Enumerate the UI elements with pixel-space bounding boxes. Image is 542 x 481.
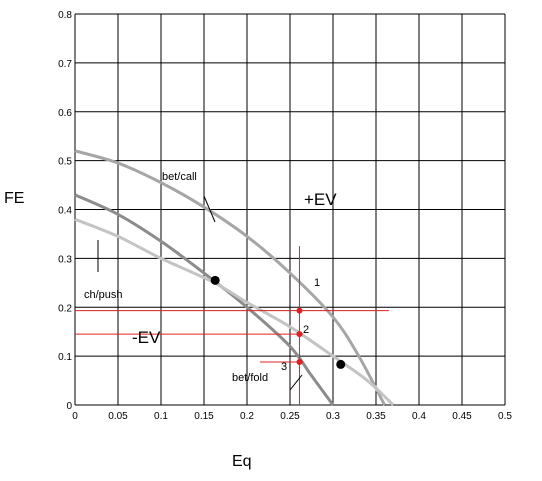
marker-5	[296, 358, 303, 365]
point-label-1: 1	[314, 277, 320, 289]
markers	[210, 275, 346, 369]
y-tick-label: 0.4	[58, 206, 72, 217]
series-line-3	[74, 217, 395, 407]
grid	[74, 13, 506, 406]
y-tick-label: 0.8	[58, 10, 72, 21]
y-tick-label: 0.7	[58, 59, 72, 70]
y-tick-label: 0.1	[58, 352, 72, 363]
bet-fold-leader	[289, 374, 303, 391]
marker-1	[210, 275, 220, 285]
x-tick-label: 0	[72, 411, 78, 422]
x-tick-label: 0.1	[154, 411, 168, 422]
marker-2	[336, 359, 346, 369]
curves	[74, 149, 395, 407]
x-tick-label: 0.35	[366, 411, 386, 422]
ch-push-label: ch/push	[84, 289, 123, 301]
x-tick-label: 0.05	[108, 411, 128, 422]
minus-ev-label: -EV	[132, 328, 161, 347]
bet-call-leader	[203, 195, 216, 223]
y-tick-label: 0.2	[58, 303, 72, 314]
plus-ev-label: +EV	[304, 190, 337, 209]
x-tick-label: 0.2	[240, 411, 254, 422]
x-tick-label: 0.45	[452, 411, 472, 422]
point-label-2: 2	[303, 324, 309, 336]
y-tick-label: 0.6	[58, 108, 72, 119]
x-tick-label: 0.5	[498, 411, 512, 422]
series-line-1	[74, 149, 386, 406]
y-tick-label: 0.5	[58, 157, 72, 168]
y-tick-label: 0.3	[58, 254, 72, 265]
x-tick-label: 0.25	[280, 411, 300, 422]
x-tick-label: 0.3	[326, 411, 340, 422]
point-label-3: 3	[281, 361, 287, 373]
marker-3	[296, 307, 303, 314]
x-tick-label: 0.4	[412, 411, 426, 422]
y-axis-title: FE	[4, 190, 24, 207]
bet-call-label: bet/call	[162, 171, 197, 183]
y-tick-labels: 0 0.1 0.2 0.3 0.4 0.5 0.6 0.7 0.8	[58, 10, 72, 412]
bet-fold-label: bet/fold	[232, 372, 268, 384]
x-tick-labels: 0 0.05 0.1 0.15 0.2 0.25 0.3 0.35 0.4 0.45 0.5	[72, 411, 512, 422]
x-tick-label: 0.15	[194, 411, 214, 422]
x-axis-title: Eq	[232, 453, 252, 470]
marker-4	[296, 331, 303, 338]
y-tick-label: 0	[66, 401, 72, 412]
